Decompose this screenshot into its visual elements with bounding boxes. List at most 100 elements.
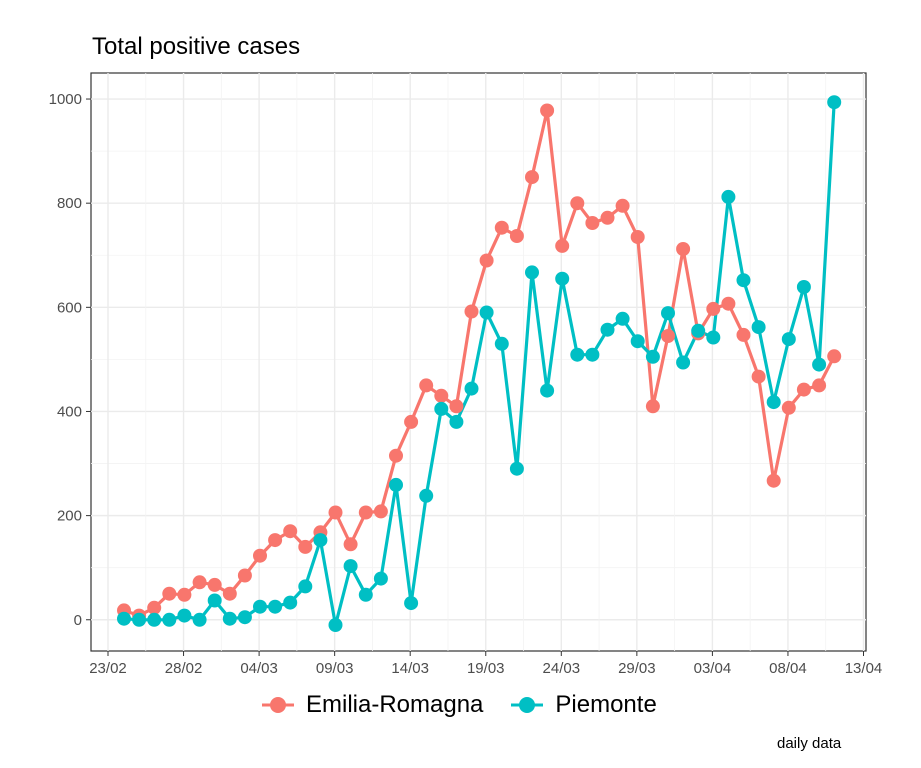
data-point-emilia-romagna xyxy=(192,575,207,590)
y-tick-label: 400 xyxy=(57,403,82,420)
data-point-emilia-romagna xyxy=(343,537,358,552)
data-point-piemonte xyxy=(162,612,177,627)
data-point-emilia-romagna xyxy=(389,448,403,463)
data-point-piemonte xyxy=(676,355,691,370)
data-point-emilia-romagna xyxy=(721,296,736,311)
data-point-piemonte xyxy=(766,395,781,410)
data-point-piemonte xyxy=(721,189,736,204)
legend-item-emilia-romagna: Emilia-Romagna xyxy=(262,691,483,719)
grid-lines xyxy=(91,73,866,651)
data-point-piemonte xyxy=(328,618,343,632)
data-point-piemonte xyxy=(464,381,479,396)
data-point-piemonte xyxy=(781,332,796,347)
data-point-emilia-romagna xyxy=(177,587,192,602)
data-point-piemonte xyxy=(404,596,419,611)
x-tick-label: 19/03 xyxy=(467,660,505,677)
data-point-emilia-romagna xyxy=(207,577,222,592)
data-point-emilia-romagna xyxy=(358,505,373,520)
data-point-emilia-romagna xyxy=(766,473,781,488)
data-point-piemonte xyxy=(358,587,373,602)
y-tick-label: 600 xyxy=(57,299,82,316)
data-point-piemonte xyxy=(812,357,827,372)
x-tick-label: 09/03 xyxy=(316,660,354,677)
data-point-emilia-romagna xyxy=(449,399,464,414)
data-point-emilia-romagna xyxy=(298,539,313,554)
data-point-emilia-romagna xyxy=(253,548,267,563)
data-point-emilia-romagna xyxy=(268,533,283,548)
data-point-emilia-romagna xyxy=(222,586,237,601)
data-point-piemonte xyxy=(253,599,267,614)
data-point-emilia-romagna xyxy=(328,505,343,520)
data-point-emilia-romagna xyxy=(373,504,388,519)
data-point-piemonte xyxy=(600,322,615,337)
data-point-piemonte xyxy=(434,401,449,416)
x-tick-label: 24/03 xyxy=(543,660,581,677)
data-point-piemonte xyxy=(570,347,585,362)
y-tick-label: 800 xyxy=(57,195,82,212)
data-point-emilia-romagna xyxy=(419,378,434,393)
x-tick-label: 03/04 xyxy=(694,660,732,677)
data-point-emilia-romagna xyxy=(464,304,479,319)
axis-layer: 0 200 400 600 800 1000 23/02 28/02 04/03 09/03 14/… xyxy=(49,91,883,677)
data-point-piemonte xyxy=(222,611,237,626)
data-point-piemonte xyxy=(373,571,388,586)
chart-caption: daily data xyxy=(777,735,842,752)
data-point-emilia-romagna xyxy=(479,253,494,268)
data-point-emilia-romagna xyxy=(434,388,449,403)
legend-label-piemonte: Piemonte xyxy=(555,691,657,718)
data-point-piemonte xyxy=(661,306,675,321)
data-point-piemonte xyxy=(192,612,207,627)
data-point-emilia-romagna xyxy=(827,349,842,364)
data-point-emilia-romagna xyxy=(600,210,615,225)
data-point-piemonte xyxy=(494,336,509,351)
data-point-piemonte xyxy=(827,95,842,110)
x-tick-label: 29/03 xyxy=(618,660,656,677)
data-point-piemonte xyxy=(343,559,358,574)
data-point-emilia-romagna xyxy=(630,230,645,244)
data-point-piemonte xyxy=(283,595,298,610)
data-point-piemonte xyxy=(117,611,131,626)
data-point-piemonte xyxy=(419,488,434,503)
data-point-emilia-romagna xyxy=(812,378,827,393)
data-point-piemonte xyxy=(313,533,328,548)
data-point-emilia-romagna xyxy=(751,369,766,384)
x-tick-label: 04/03 xyxy=(240,660,278,677)
data-point-emilia-romagna xyxy=(585,216,600,230)
chart-title: Total positive cases xyxy=(92,33,301,60)
data-point-emilia-romagna xyxy=(147,600,162,615)
data-point-piemonte xyxy=(691,323,706,338)
y-tick-label: 200 xyxy=(57,508,82,525)
data-point-emilia-romagna xyxy=(645,399,660,414)
data-point-emilia-romagna xyxy=(661,329,675,343)
data-point-piemonte xyxy=(751,320,766,335)
data-point-piemonte xyxy=(555,271,570,286)
data-point-emilia-romagna xyxy=(509,229,524,243)
data-point-emilia-romagna xyxy=(570,196,585,211)
data-point-piemonte xyxy=(177,608,192,623)
data-point-emilia-romagna xyxy=(404,414,419,429)
data-point-emilia-romagna xyxy=(736,327,751,342)
data-point-piemonte xyxy=(479,305,494,320)
data-point-piemonte xyxy=(449,414,464,429)
x-tick-label: 13/04 xyxy=(845,660,883,677)
data-point-emilia-romagna xyxy=(283,524,298,539)
legend-key-piemonte xyxy=(511,697,544,713)
y-tick-label: 0 xyxy=(74,612,82,629)
legend-key-emilia-romagna xyxy=(262,697,294,713)
data-point-piemonte xyxy=(706,330,721,345)
data-point-piemonte xyxy=(585,347,600,362)
plot-panel xyxy=(90,72,867,652)
data-point-piemonte xyxy=(540,383,555,398)
data-point-piemonte xyxy=(509,461,524,476)
data-point-piemonte xyxy=(298,579,313,594)
x-tick-label: 14/03 xyxy=(391,660,429,677)
legend: Emilia-Romagna Piemonte xyxy=(262,691,657,719)
legend-item-piemonte: Piemonte xyxy=(511,691,657,719)
legend-label-emilia-romagna: Emilia-Romagna xyxy=(306,691,484,718)
x-tick-label: 23/02 xyxy=(89,660,127,677)
x-tick-label: 08/04 xyxy=(769,660,807,677)
data-point-emilia-romagna xyxy=(525,170,539,185)
data-point-piemonte xyxy=(645,349,660,364)
data-point-piemonte xyxy=(796,280,811,294)
